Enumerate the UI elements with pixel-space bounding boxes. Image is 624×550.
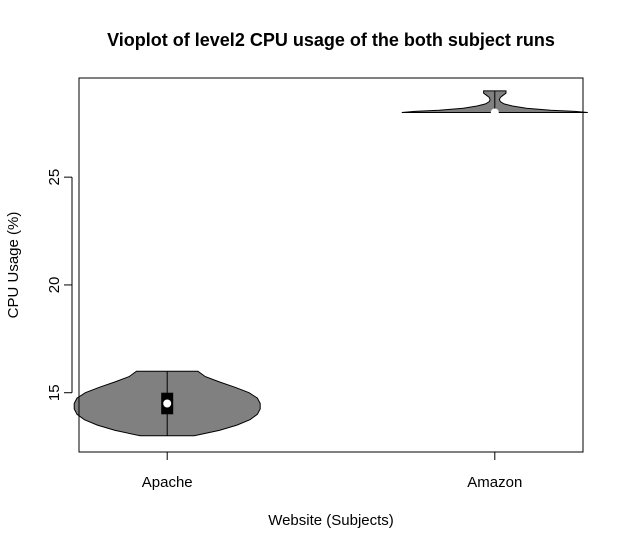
median-amazon (490, 108, 499, 117)
chart-title: Vioplot of level2 CPU usage of the both … (107, 30, 555, 50)
x-axis: Apache Amazon (142, 451, 522, 491)
median-apache (163, 399, 172, 408)
y-tick-label: 15 (46, 384, 63, 401)
x-tick-label: Amazon (467, 474, 522, 491)
x-tick-label: Apache (142, 474, 193, 491)
violin-group (73, 90, 588, 437)
y-axis: 15 20 25 (46, 169, 73, 401)
y-tick-label: 20 (46, 277, 63, 294)
y-tick-label: 25 (46, 169, 63, 186)
x-axis-label: Website (Subjects) (268, 512, 394, 529)
y-axis-label: CPU Usage (%) (5, 212, 22, 319)
